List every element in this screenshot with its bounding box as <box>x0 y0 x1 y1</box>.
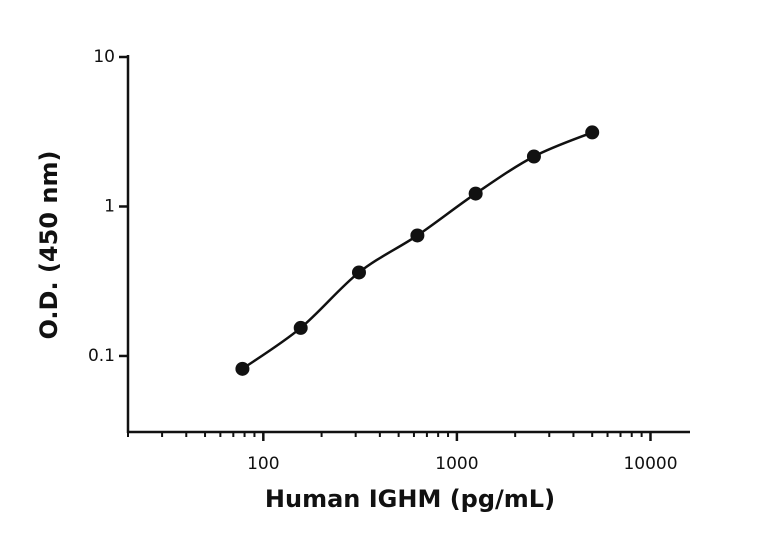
x-tick-label: 1000 <box>435 454 478 474</box>
fit-curve <box>241 131 593 370</box>
x-axis-title: Human IGHM (pg/mL) <box>265 485 555 513</box>
y-axis-title: O.D. (450 nm) <box>35 151 63 340</box>
data-point <box>410 228 425 243</box>
y-tick-label: 10 <box>93 47 115 67</box>
x-tick-label: 10000 <box>623 454 677 474</box>
data-point <box>526 149 541 164</box>
y-tick-label: 0.1 <box>88 346 115 366</box>
x-tick-label: 100 <box>247 454 279 474</box>
y-tick-label: 1 <box>104 196 115 216</box>
data-point <box>351 265 366 280</box>
data-point <box>293 320 308 335</box>
data-point <box>585 125 600 140</box>
data-point <box>468 186 483 201</box>
data-point <box>235 361 250 376</box>
